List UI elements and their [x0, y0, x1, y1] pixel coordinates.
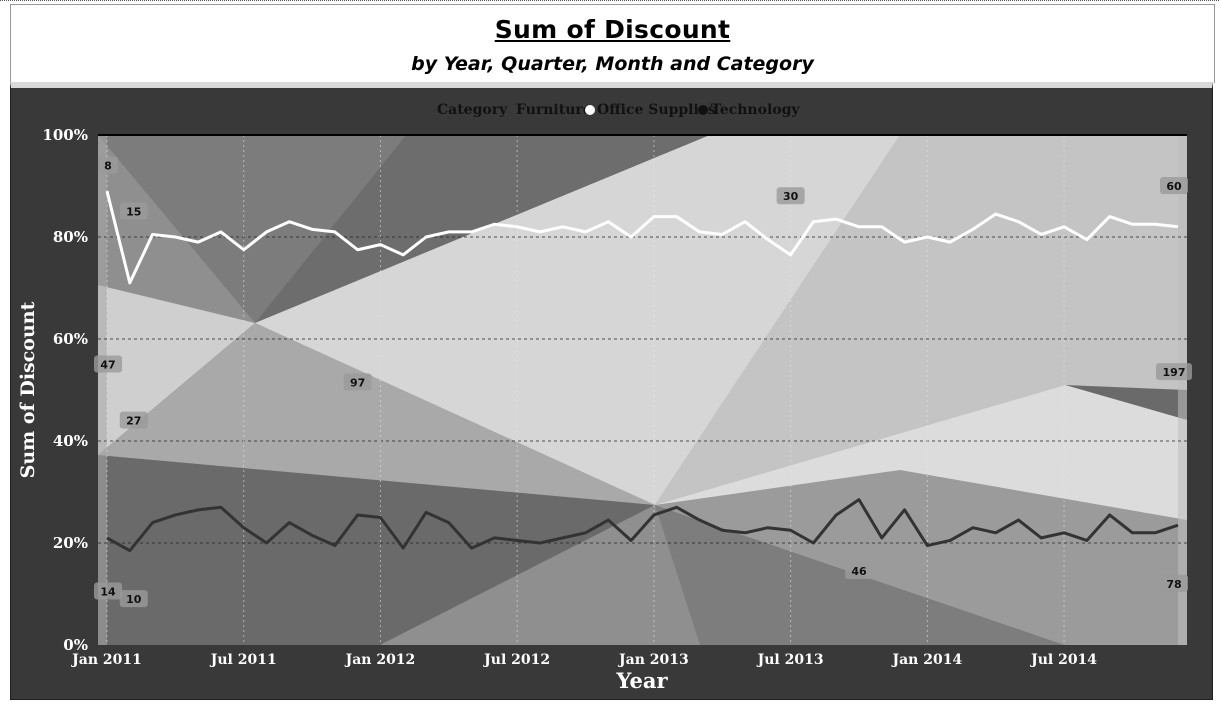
- legend-item-technology[interactable]: Technology: [711, 102, 800, 118]
- data-label-text: 47: [100, 359, 115, 372]
- data-label: 78: [1160, 574, 1188, 592]
- data-label-box: [119, 590, 148, 608]
- gridlines: [98, 135, 1187, 645]
- data-label-text: 8: [104, 160, 112, 173]
- data-label: 8: [98, 156, 118, 174]
- data-labels: 8 15 30 60 47 27 97 197 14 10 46 78: [94, 156, 1192, 608]
- right-edge-band: [1178, 135, 1187, 645]
- data-label-box: [1160, 574, 1188, 592]
- x-tick-label: Jan 2011: [70, 652, 142, 668]
- data-label-text: 78: [1166, 578, 1181, 591]
- legend: Category Furniture Office Supplies Techn…: [437, 102, 800, 118]
- data-label-text: 14: [100, 585, 116, 598]
- chart-subtitle: by Year, Quarter, Month and Category: [411, 53, 814, 75]
- y-tick-label: 80%: [53, 228, 88, 246]
- data-label-text: 197: [1163, 366, 1186, 379]
- data-label-text: 46: [851, 565, 867, 578]
- x-axis-ticks: Jan 2011 Jul 2011 Jan 2012 Jul 2012 Jan 2013…: [70, 652, 1097, 668]
- x-tick-label: Jul 2011: [209, 652, 277, 668]
- y-axis-label: Sum of Discount: [17, 301, 39, 478]
- x-tick-label: Jul 2013: [756, 652, 824, 668]
- data-label: 47: [94, 355, 122, 373]
- x-tick-label: Jan 2013: [617, 652, 689, 668]
- x-tick-label: Jul 2014: [1029, 652, 1097, 668]
- x-tick-label: Jan 2014: [890, 652, 962, 668]
- data-label: 15: [119, 202, 148, 220]
- data-label: 14: [94, 582, 122, 600]
- data-label-box: [119, 202, 148, 220]
- data-label: 197: [1156, 363, 1192, 381]
- series-line-office-supplies[interactable]: [105, 190, 1179, 285]
- x-tick-label: Jul 2012: [482, 652, 550, 668]
- data-label: 46: [844, 562, 873, 580]
- plot-background: [98, 135, 1187, 645]
- data-label-text: 10: [126, 593, 142, 606]
- data-label-text: 30: [783, 190, 799, 203]
- data-label-box: [776, 187, 805, 205]
- legend-item-furniture[interactable]: Furniture: [516, 102, 592, 118]
- data-label-text: 97: [350, 376, 365, 389]
- y-tick-label: 40%: [53, 432, 88, 450]
- series-line-technology[interactable]: [106, 498, 1179, 553]
- data-label-box: [94, 355, 122, 373]
- data-label: 97: [343, 373, 372, 391]
- data-label-text: 60: [1166, 180, 1182, 193]
- data-label-box: [1160, 177, 1188, 194]
- chart-header: Sum of Discount by Year, Quarter, Month …: [10, 4, 1215, 83]
- chart-title: Sum of Discount: [494, 15, 731, 44]
- data-label-text: 15: [126, 206, 141, 219]
- legend-title: Category: [437, 102, 508, 118]
- legend-item-office-supplies[interactable]: Office Supplies: [597, 102, 716, 118]
- y-tick-label: 100%: [42, 126, 88, 144]
- data-label-box: [94, 582, 122, 600]
- data-label-box: [98, 156, 118, 174]
- left-edge-band: [98, 135, 107, 645]
- data-label: 10: [119, 590, 148, 608]
- y-tick-label: 0%: [63, 636, 88, 654]
- data-label-box: [844, 562, 873, 580]
- y-tick-label: 60%: [53, 330, 88, 348]
- data-label: 60: [1160, 177, 1188, 194]
- data-label-box: [343, 373, 372, 391]
- x-axis-label: Year: [615, 668, 668, 693]
- legend-office-supplies-marker: [585, 105, 595, 115]
- data-label: 27: [119, 411, 148, 429]
- data-label-text: 27: [126, 415, 141, 428]
- x-tick-label: Jan 2012: [344, 652, 416, 668]
- legend-technology-marker: [698, 105, 708, 115]
- data-label: 30: [776, 187, 805, 205]
- y-tick-label: 20%: [53, 534, 88, 552]
- data-label-box: [1156, 363, 1192, 381]
- y-axis-ticks: 0% 20% 40% 60% 80% 100%: [42, 126, 88, 654]
- data-label-box: [119, 411, 148, 429]
